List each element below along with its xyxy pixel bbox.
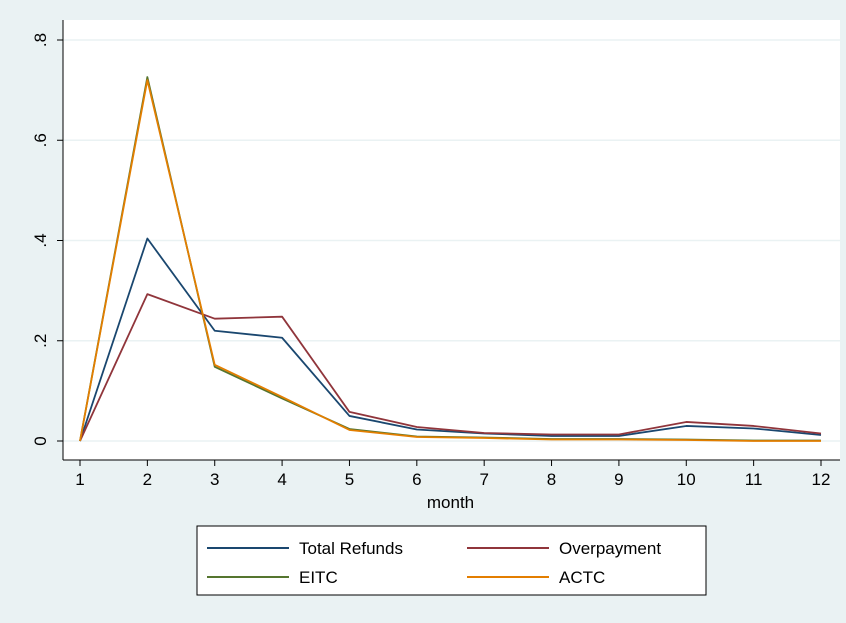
legend-label-total-refunds: Total Refunds [299,539,403,558]
x-tick-label: 4 [277,470,286,489]
x-tick-label: 7 [479,470,488,489]
x-tick-label: 3 [210,470,219,489]
x-axis-title: month [427,493,474,512]
legend-box [196,525,707,596]
legend-label-eitc: EITC [299,568,338,587]
legend-label-actc: ACTC [559,568,605,587]
series-line-actc [79,79,821,442]
x-tick-label: 6 [412,470,421,489]
y-tick-label: .8 [31,33,50,47]
x-tick-label: 8 [547,470,556,489]
x-tick-label: 9 [614,470,623,489]
x-tick-label: 1 [75,470,84,489]
y-tick-label: .4 [31,233,50,247]
y-tick-label: .6 [31,133,50,147]
legend-label-overpayment: Overpayment [559,539,661,558]
x-tick-label: 2 [143,470,152,489]
y-tick-label: .2 [31,334,50,348]
x-tick-label: 12 [812,470,831,489]
x-tick-label: 11 [745,470,763,489]
x-tick-label: 10 [677,470,696,489]
y-tick-label: 0 [31,436,50,445]
x-tick-label: 5 [345,470,354,489]
